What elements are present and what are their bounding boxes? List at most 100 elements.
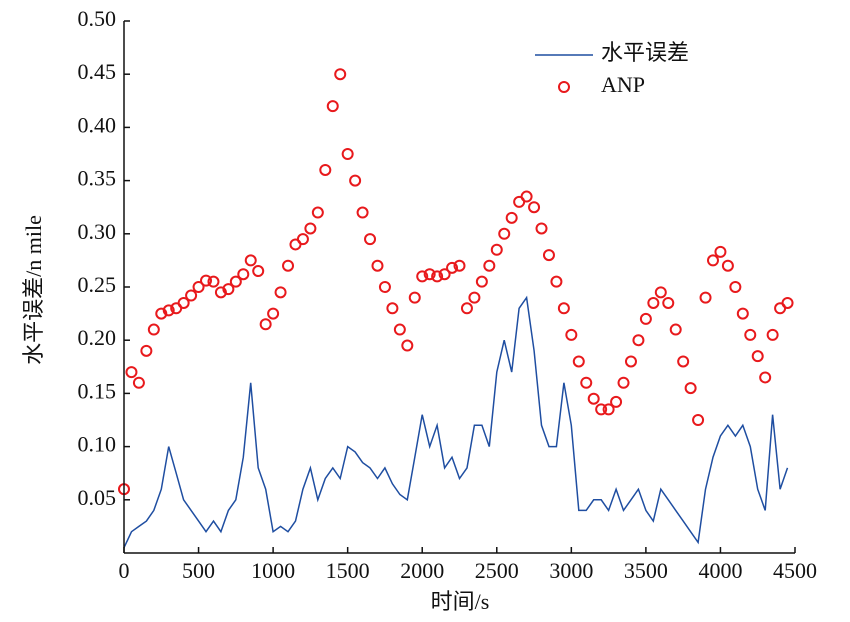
anp-marker (200, 274, 213, 287)
anp-marker (267, 307, 280, 320)
anp-marker (505, 211, 518, 224)
anp-marker (766, 328, 779, 341)
anp-marker (580, 376, 593, 389)
anp-marker (132, 376, 145, 389)
anp-marker (282, 259, 295, 272)
x-tick-label: 2500 (475, 558, 519, 583)
anp-marker (468, 291, 481, 304)
anp-marker (296, 233, 309, 246)
anp-marker (229, 275, 242, 288)
anp-marker (759, 371, 772, 384)
anp-marker (498, 227, 511, 240)
anp-marker (624, 355, 637, 368)
anp-marker (341, 148, 354, 160)
x-tick-label: 4500 (773, 558, 817, 583)
y-tick-label: 0.35 (78, 166, 117, 191)
anp-marker (684, 382, 697, 395)
anp-marker (364, 233, 377, 246)
anp-marker (140, 344, 153, 357)
x-tick-label: 3000 (549, 558, 593, 583)
anp-marker (237, 268, 250, 281)
anp-marker (475, 275, 488, 288)
y-tick-label: 0.30 (78, 219, 117, 244)
anp-marker (669, 323, 682, 336)
y-tick-label: 0.25 (78, 272, 117, 297)
anp-marker (483, 259, 496, 272)
anp-marker (751, 350, 764, 363)
anp-marker (244, 254, 257, 267)
x-axis-label: 时间/s (431, 589, 490, 614)
anp-marker (692, 414, 705, 426)
x-tick-label: 3500 (624, 558, 668, 583)
x-tick-label: 1000 (251, 558, 295, 583)
x-tick-label: 2000 (400, 558, 444, 583)
anp-marker (490, 243, 503, 256)
anp-marker (155, 307, 168, 320)
anp-marker (311, 206, 324, 219)
anp-marker (252, 265, 265, 278)
anp-marker (647, 296, 660, 309)
legend-label: 水平误差 (601, 40, 689, 65)
anp-marker (565, 328, 578, 341)
x-tick-label: 500 (182, 558, 215, 583)
y-tick-label: 0.15 (78, 378, 117, 403)
anp-marker (706, 254, 719, 267)
anp-marker (192, 281, 205, 293)
y-tick-label: 0.45 (78, 59, 117, 84)
anp-marker (356, 206, 369, 219)
anp-marker (654, 286, 667, 299)
anp-marker (125, 366, 138, 379)
x-tick-label: 0 (119, 558, 130, 583)
y-tick-label: 0.10 (78, 432, 117, 457)
anp-marker (416, 270, 429, 283)
anp-marker (431, 270, 444, 283)
anp-marker (349, 174, 362, 187)
anp-marker (528, 201, 541, 214)
anp-marker (222, 283, 235, 296)
anp-marker (520, 190, 533, 203)
anp-marker (438, 268, 451, 281)
anp-marker (259, 318, 272, 331)
anp-marker (334, 68, 347, 81)
anp-marker (617, 376, 630, 389)
anp-marker (446, 261, 459, 274)
anp-marker (639, 312, 652, 325)
anp-marker (557, 302, 570, 315)
anp-marker (371, 259, 384, 272)
y-tick-label: 0.40 (78, 112, 117, 137)
anp-marker (736, 307, 749, 320)
anp-marker (632, 334, 645, 347)
x-tick-label: 1500 (326, 558, 370, 583)
anp-marker (595, 403, 608, 416)
legend-marker (558, 81, 570, 93)
anp-marker (453, 259, 466, 272)
anp-marker (386, 302, 399, 315)
legend-label: ANP (601, 72, 645, 97)
anp-marker (378, 281, 391, 293)
anp-marker (393, 323, 406, 336)
y-tick-label: 0.50 (78, 6, 117, 31)
anp-marker (147, 323, 160, 336)
y-tick-label: 0.05 (78, 485, 117, 510)
series-line (123, 295, 789, 549)
anp-marker (207, 275, 220, 288)
anp-marker (423, 268, 436, 281)
anp-marker (319, 163, 332, 176)
anp-marker (721, 259, 734, 272)
anp-marker (535, 222, 548, 235)
anp-marker (729, 281, 742, 293)
anp-marker (542, 249, 555, 262)
anp-marker (744, 328, 757, 341)
anp-marker (610, 395, 623, 408)
anp-marker (162, 304, 175, 317)
anp-marker (781, 296, 794, 309)
anp-marker (401, 339, 414, 352)
anp-marker (677, 355, 690, 368)
anp-marker (214, 286, 227, 299)
anp-marker (587, 392, 600, 405)
anp-marker (550, 275, 563, 288)
anp-marker (177, 296, 190, 309)
anp-marker (572, 355, 585, 368)
anp-marker (304, 222, 317, 235)
